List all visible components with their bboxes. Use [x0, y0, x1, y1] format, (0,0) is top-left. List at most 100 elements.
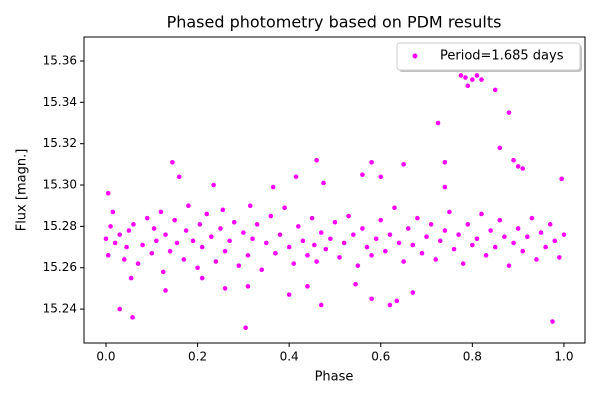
point [183, 228, 189, 233]
point [222, 286, 228, 291]
point [479, 77, 484, 82]
point [259, 267, 264, 273]
point [108, 224, 113, 229]
point [117, 306, 123, 312]
x-tick-label: 0.0 [96, 350, 115, 364]
point [151, 226, 157, 231]
point [557, 255, 562, 260]
point [492, 87, 498, 93]
point [470, 242, 475, 248]
y-tick-label: 15.36 [43, 53, 77, 67]
point [174, 240, 180, 246]
point [117, 232, 123, 237]
point [474, 73, 480, 78]
point [387, 232, 393, 237]
point [415, 215, 420, 221]
point [211, 182, 216, 188]
point [231, 219, 237, 225]
point [112, 240, 118, 246]
point [392, 205, 397, 211]
point [328, 236, 333, 242]
point [318, 302, 324, 308]
point [435, 120, 441, 126]
point [534, 257, 539, 262]
point [511, 157, 516, 163]
y-tick-label: 15.30 [43, 178, 77, 192]
point [378, 174, 384, 180]
point [124, 244, 129, 250]
point [190, 238, 196, 244]
point [268, 213, 274, 219]
x-tick-label: 1.0 [554, 350, 573, 364]
point [561, 232, 567, 237]
point [474, 236, 480, 242]
point [396, 240, 402, 246]
point [442, 159, 448, 165]
point [176, 174, 182, 180]
point [405, 226, 411, 231]
point [547, 222, 553, 227]
point [163, 288, 168, 293]
point [105, 191, 111, 196]
point [105, 253, 111, 258]
point [506, 110, 512, 115]
point [360, 172, 365, 177]
point [318, 230, 324, 235]
point [250, 236, 255, 242]
point [130, 315, 135, 320]
point [419, 250, 425, 256]
point [160, 269, 166, 275]
point [195, 265, 200, 271]
point [296, 224, 301, 229]
point [254, 222, 260, 227]
point [199, 244, 205, 250]
point [353, 281, 358, 287]
point [428, 222, 434, 227]
point [410, 290, 416, 295]
y-tick-label: 15.28 [43, 219, 77, 233]
point [559, 176, 564, 182]
point [186, 203, 191, 209]
point [305, 284, 310, 289]
point [245, 253, 251, 258]
point [465, 83, 471, 89]
point [121, 257, 127, 262]
point [350, 232, 356, 237]
point [383, 248, 388, 254]
point [126, 228, 132, 233]
point [321, 180, 326, 186]
x-tick-label: 0.2 [188, 350, 207, 364]
point [456, 232, 461, 237]
point [314, 157, 319, 163]
point [236, 263, 242, 268]
point [154, 238, 159, 244]
y-tick-label: 15.32 [43, 136, 77, 150]
point [305, 253, 310, 258]
point [172, 217, 177, 223]
point [218, 226, 223, 231]
point [131, 222, 136, 227]
x-tick-label: 0.8 [463, 350, 482, 364]
point [220, 207, 226, 213]
point [346, 213, 351, 219]
point [442, 228, 448, 233]
point [550, 319, 555, 324]
point [293, 174, 299, 180]
point [314, 259, 319, 264]
chart-title: Phased photometry based on PDM results [167, 13, 502, 32]
y-tick-label: 15.26 [43, 260, 77, 274]
point [447, 209, 452, 215]
point [170, 159, 175, 165]
point [197, 222, 203, 227]
point [433, 257, 439, 262]
point [263, 240, 269, 246]
point [204, 211, 210, 217]
point [135, 261, 141, 266]
point [209, 234, 214, 240]
point [437, 238, 443, 244]
point [149, 250, 155, 256]
plot-frame [83, 36, 586, 344]
point [247, 203, 253, 209]
point [341, 240, 347, 246]
point [401, 162, 406, 167]
